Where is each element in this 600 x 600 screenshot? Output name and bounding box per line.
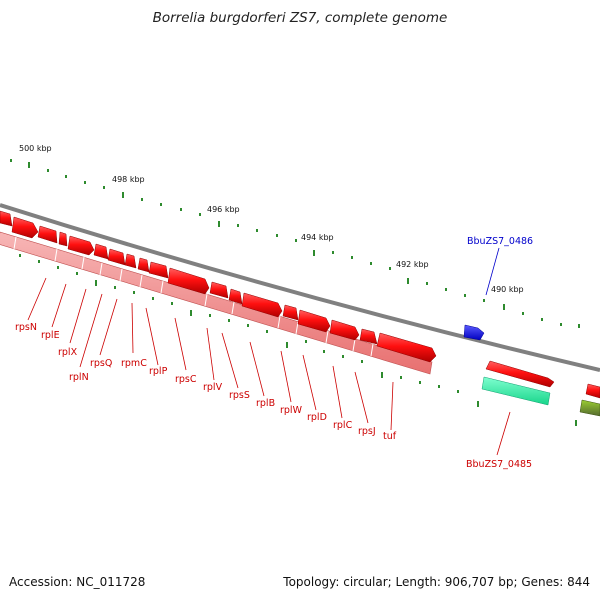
gene-label-rplW[interactable]: rplW	[280, 405, 303, 416]
rna-track	[0, 231, 433, 375]
gene-track-minus[interactable]	[0, 210, 600, 399]
gene-arrow-rplV[interactable]	[137, 257, 150, 273]
gene-arrow-rplW[interactable]	[209, 281, 229, 299]
scale-label-498: 498 kbp	[112, 175, 145, 184]
olive-feature[interactable]	[579, 399, 600, 417]
gene-label-rplB[interactable]: rplB	[256, 398, 275, 409]
teal-feature[interactable]	[481, 376, 551, 406]
gene-label-BbuZS7_0486[interactable]: BbuZS7_0486	[467, 236, 533, 247]
gene-label-tuf[interactable]: tuf	[383, 431, 397, 442]
gene-arrow-BbuZS7_0485[interactable]	[485, 360, 555, 388]
gene-label-rpsQ[interactable]: rpsQ	[90, 358, 112, 369]
gene-label-rplN[interactable]: rplN	[69, 372, 89, 383]
label-leaders	[27, 277, 511, 456]
genome-backbone	[0, 203, 600, 372]
gene-arrow-rplP[interactable]	[107, 248, 126, 266]
gene-arrow-rplB[interactable]	[167, 267, 210, 295]
gene-arrow-rplX[interactable]	[37, 225, 58, 244]
gene-label-rpmC[interactable]: rpmC	[121, 358, 147, 369]
gene-label-rplE[interactable]: rplE	[41, 330, 60, 341]
gene-label-BbuZS7_0485[interactable]: BbuZS7_0485	[466, 459, 532, 470]
gene-arrow-rpsN[interactable]	[0, 210, 13, 227]
gene-arrow-rpsQ[interactable]	[67, 235, 95, 256]
gene-arrow-edge[interactable]	[585, 383, 600, 399]
scale-label-490: 490 kbp	[491, 285, 524, 294]
scale-ticks-inner	[19, 254, 577, 426]
accession-text: Accession: NC_011728	[9, 575, 146, 589]
gene-arrow-rplC[interactable]	[241, 292, 283, 318]
gene-arrow-rpmC[interactable]	[93, 243, 109, 260]
gene-label-rpsS[interactable]: rpsS	[229, 390, 250, 401]
gene-label-rpsJ[interactable]: rpsJ	[358, 426, 376, 437]
scale-label-494: 494 kbp	[301, 233, 334, 242]
gene-label-rplD[interactable]: rplD	[307, 412, 327, 423]
scale-label-500: 500 kbp	[19, 144, 52, 153]
scale-label-492: 492 kbp	[396, 260, 429, 269]
gene-arrow-rplD[interactable]	[228, 288, 243, 305]
gene-arrow-BbuZS7_0486[interactable]	[463, 324, 485, 341]
gene-label-rplC[interactable]: rplC	[333, 420, 353, 431]
map-title: Borrelia burgdorferi ZS7, complete genom…	[152, 10, 448, 26]
gene-arrow-rplE[interactable]	[11, 216, 39, 239]
gene-arrow-tuf[interactable]	[376, 332, 437, 363]
gene-arrow-rpsJ[interactable]	[282, 304, 299, 321]
gene-arrow-tuf-2[interactable]	[329, 319, 360, 341]
gene-label-rpsC[interactable]: rpsC	[175, 374, 197, 385]
gene-arrow-rpsC[interactable]	[124, 253, 137, 269]
scale-ticks-outer	[10, 159, 580, 328]
gene-labels: rpsN rplE rplX rplN rpsQ rpmC rplP rpsC …	[15, 322, 532, 470]
gene-label-rplP[interactable]: rplP	[149, 366, 168, 377]
genome-summary-text: Topology: circular; Length: 906,707 bp; …	[283, 575, 590, 589]
gene-label-rplX[interactable]: rplX	[58, 347, 78, 358]
leader-BbuZS7_0486	[485, 247, 500, 296]
gene-label-rplV[interactable]: rplV	[203, 382, 223, 393]
gene-arrow-rplN[interactable]	[58, 231, 68, 247]
gene-arrow-tuf-1[interactable]	[297, 309, 331, 333]
gene-label-rpsN[interactable]: rpsN	[15, 322, 37, 333]
gene-arrow-tuf-3[interactable]	[359, 328, 378, 345]
scale-label-496: 496 kbp	[207, 205, 240, 214]
gene-arrow-rpsS[interactable]	[148, 261, 169, 279]
scale-labels: 500 kbp 498 kbp 496 kbp 494 kbp 492 kbp …	[19, 144, 524, 294]
